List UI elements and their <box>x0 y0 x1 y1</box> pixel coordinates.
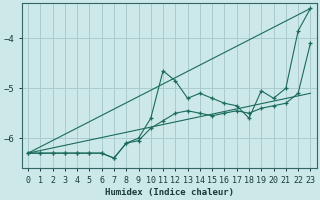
X-axis label: Humidex (Indice chaleur): Humidex (Indice chaleur) <box>105 188 234 197</box>
